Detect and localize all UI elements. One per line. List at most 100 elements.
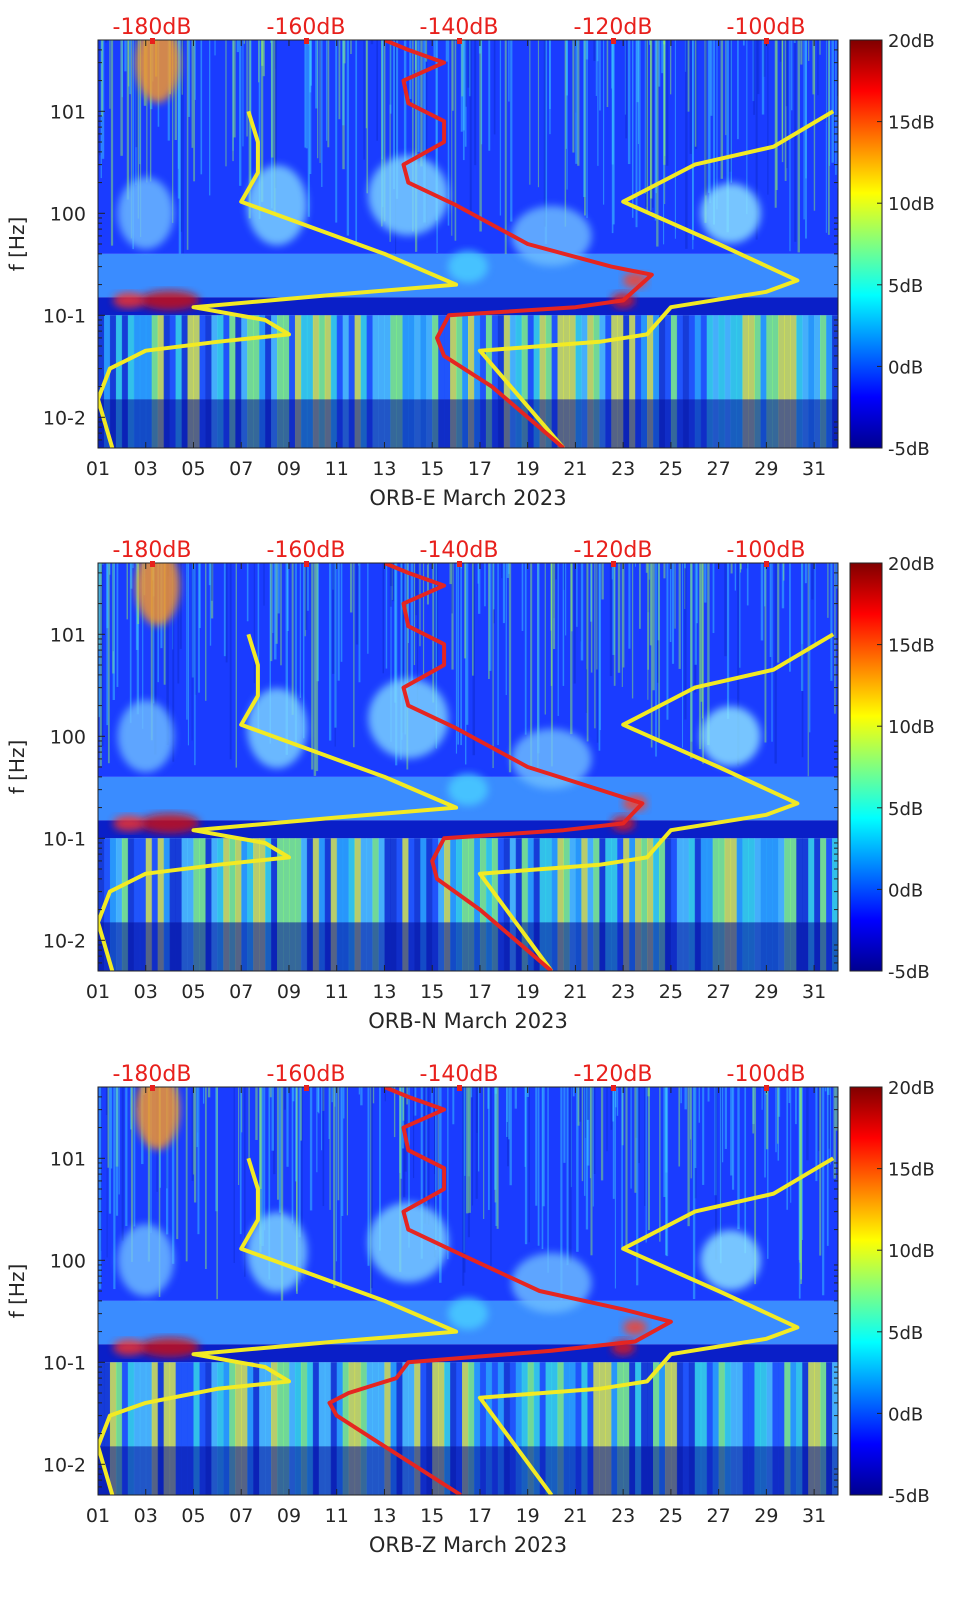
heatmap-cell	[265, 838, 272, 971]
heatmap-cell	[415, 563, 418, 616]
heatmap-cell	[292, 1087, 295, 1102]
heatmap-cell	[587, 838, 594, 971]
heatmap-cell	[785, 40, 788, 107]
heatmap-cell	[725, 40, 727, 136]
heatmap-cell	[586, 1087, 590, 1166]
heatmap-cell	[706, 315, 714, 448]
heatmap-cell	[580, 563, 584, 661]
heatmap-cell	[593, 838, 600, 971]
heatmap-cell	[530, 563, 533, 766]
heatmap-cell	[109, 40, 111, 109]
heatmap-cell	[748, 1362, 755, 1495]
heatmap-cell	[836, 40, 838, 97]
heatmap-cell	[802, 1362, 809, 1495]
x-axis-label: ORB-Z March 2023	[369, 1533, 567, 1557]
heatmap-cell	[509, 1362, 517, 1495]
heatmap-cell	[414, 838, 421, 971]
top-axis-label: -160dB	[267, 538, 346, 563]
heatmap-cell	[294, 315, 302, 448]
heatmap-cell	[115, 315, 123, 448]
heatmap-cell	[545, 315, 553, 448]
top-axis-marker	[457, 561, 462, 567]
heatmap-cell	[109, 838, 117, 971]
heatmap-cell	[485, 1362, 493, 1495]
x-tick-label: 11	[325, 458, 349, 480]
heatmap-cell	[306, 1362, 314, 1495]
heatmap-cell	[488, 563, 492, 671]
heatmap-cell	[503, 838, 511, 971]
heatmap-cell	[576, 1087, 579, 1252]
heatmap-cell	[196, 1087, 198, 1148]
heatmap-cell	[807, 563, 809, 777]
heatmap-cell	[778, 838, 785, 971]
heatmap-cell	[800, 40, 803, 65]
heatmap-cell	[327, 40, 330, 148]
heatmap-cell	[422, 563, 425, 679]
heatmap-cell	[658, 40, 661, 87]
heatmap-cell	[393, 40, 396, 190]
heatmap-cell	[396, 315, 403, 448]
heatmap-cell	[410, 563, 414, 682]
colorbar-tick-label: 0dB	[888, 880, 923, 901]
heatmap-cell	[223, 838, 230, 971]
heatmap-cell	[694, 1087, 697, 1168]
heatmap-cell	[216, 1087, 218, 1300]
heatmap-cell	[462, 838, 469, 971]
heatmap-cell	[145, 1362, 153, 1495]
heatmap-cell	[378, 315, 385, 448]
heatmap-cell	[454, 40, 457, 241]
heatmap-cell	[414, 40, 417, 70]
heatmap-cell	[229, 563, 232, 760]
heatmap-cell	[355, 40, 358, 243]
heatmap-cell	[694, 40, 697, 147]
heatmap-cell	[597, 40, 599, 166]
heatmap-cell	[244, 1087, 246, 1277]
heatmap-cell	[590, 1087, 593, 1256]
heatmap-cell	[611, 40, 613, 89]
heatmap-cell	[784, 838, 791, 971]
heatmap-cell	[627, 40, 631, 165]
heatmap-cell	[413, 563, 416, 666]
heatmap-cell	[390, 563, 392, 742]
x-tick-label: 07	[229, 981, 253, 1003]
heatmap-cell	[599, 838, 606, 971]
heatmap-cell	[253, 1362, 260, 1495]
heatmap-cell	[645, 563, 649, 573]
heatmap-cell	[324, 315, 332, 448]
heatmap-cell	[135, 40, 180, 103]
heatmap-cell	[537, 1087, 540, 1246]
heatmap-cell	[274, 40, 276, 69]
heatmap-cell	[332, 563, 335, 674]
heatmap-cell	[592, 1087, 594, 1207]
heatmap-cell	[432, 838, 439, 971]
heatmap-cell	[457, 563, 459, 745]
heatmap-cell	[223, 1362, 230, 1495]
heatmap-cell	[337, 1087, 340, 1201]
heatmap-cell	[647, 838, 654, 971]
heatmap-cell	[414, 40, 418, 252]
heatmap-cell	[163, 838, 171, 971]
heatmap-cell	[688, 1362, 696, 1495]
colorbar-tick-label: 15dB	[888, 1160, 935, 1181]
heatmap-cell	[777, 1087, 781, 1117]
x-tick-label: 15	[420, 1505, 444, 1527]
heatmap-cell	[569, 1087, 572, 1264]
heatmap-cell	[463, 1087, 466, 1253]
heatmap-cell	[784, 315, 791, 448]
heatmap-cell	[115, 838, 123, 971]
heatmap-cell	[764, 1087, 766, 1178]
x-tick-label: 25	[659, 981, 683, 1003]
heatmap-cell	[589, 1087, 592, 1179]
heatmap-cell	[401, 563, 405, 733]
heatmap-cell	[151, 315, 159, 448]
heatmap-cell	[649, 563, 652, 646]
heatmap-cell	[112, 563, 115, 674]
heatmap-cell	[491, 315, 499, 448]
heatmap-cell	[700, 1230, 761, 1291]
x-tick-label: 19	[516, 1505, 540, 1527]
heatmap-cell	[560, 1087, 563, 1301]
heatmap-cell	[670, 315, 678, 448]
heatmap-cell	[467, 1087, 470, 1238]
heatmap-cell	[826, 1362, 833, 1495]
heatmap-cell	[342, 40, 345, 170]
